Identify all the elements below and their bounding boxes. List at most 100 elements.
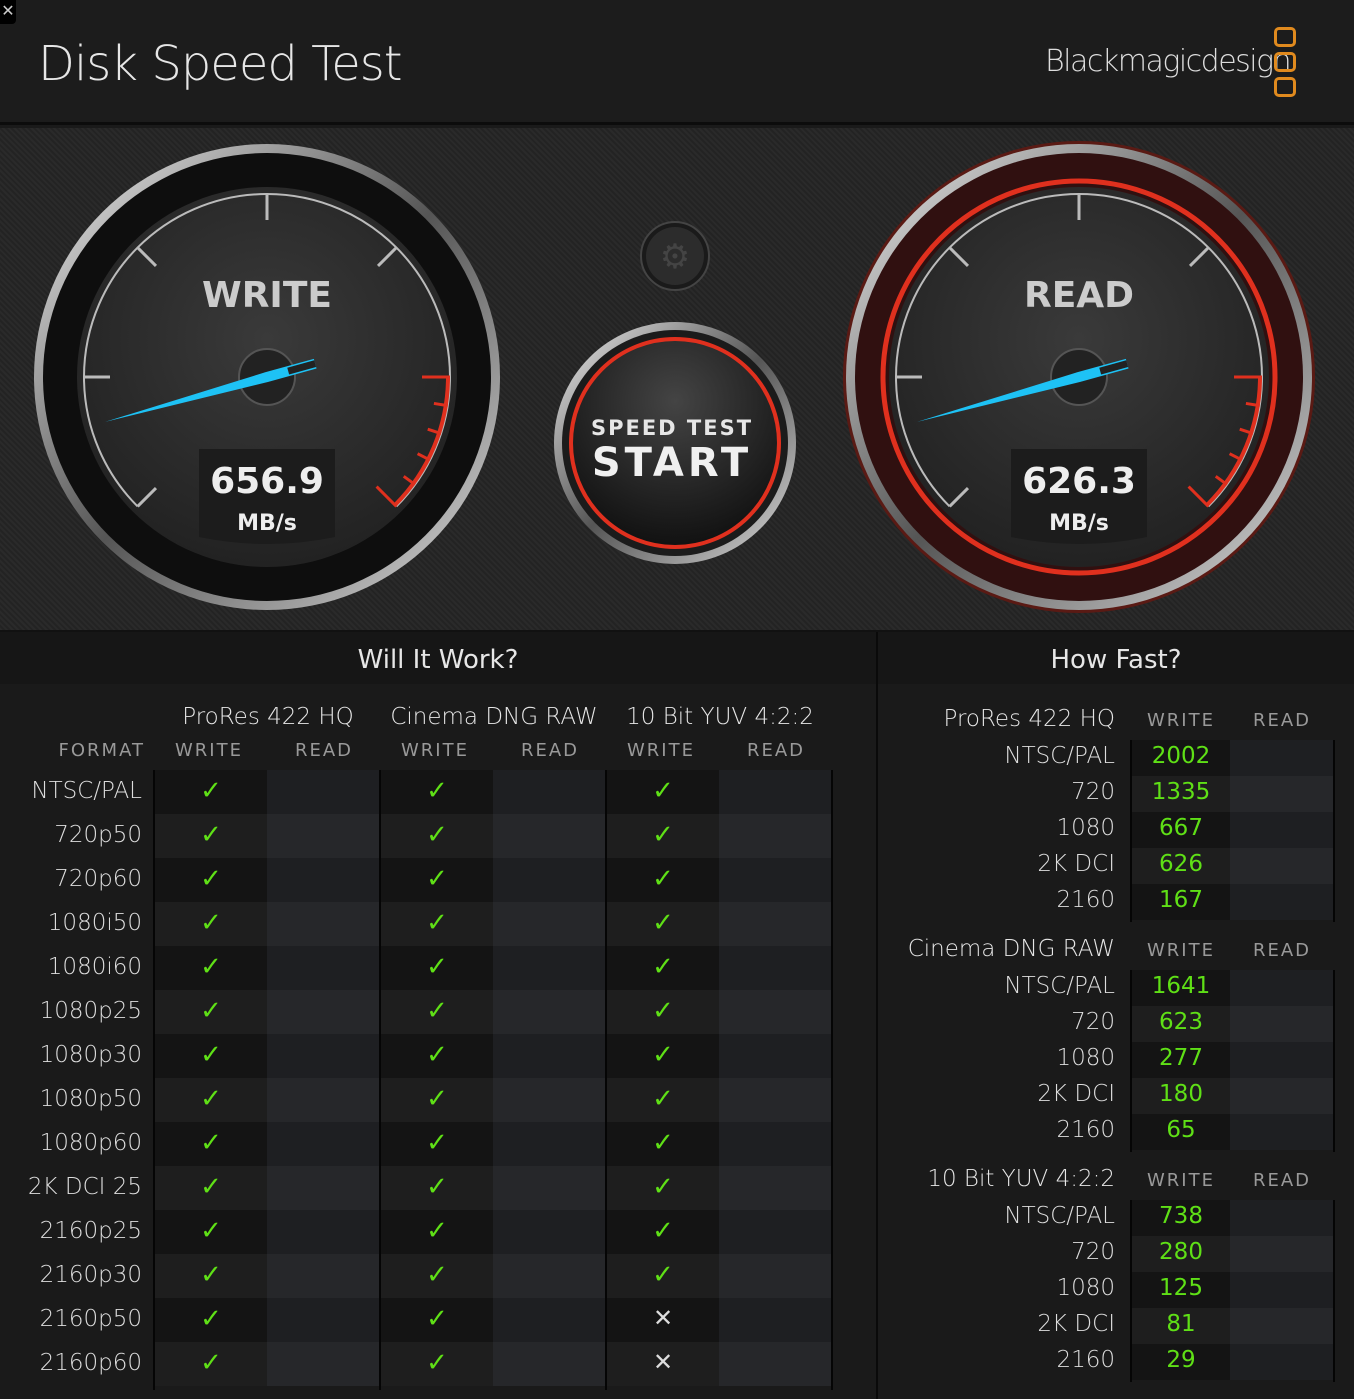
readout-box: [199, 449, 335, 544]
format-name: 720: [1071, 1009, 1115, 1035]
fps-value: 2002: [1151, 743, 1211, 769]
fps-value: 167: [1159, 887, 1203, 913]
write-cell: [155, 1034, 267, 1078]
read-cell: [1230, 1114, 1333, 1150]
gauges-svg: WRITE 656.9 MB/s READ 626.3 MB/s ⚙ SPEED TES…: [34, 141, 1315, 613]
read-cell: [493, 1122, 605, 1166]
check-icon: ✓: [426, 1084, 448, 1114]
gauge-tick: [136, 486, 158, 508]
table-row: NTSC/PAL ✓ ✓ ✓: [0, 770, 876, 814]
gauge-tick: [948, 246, 970, 268]
format-name: 1080i50: [47, 910, 142, 936]
read-cell: [267, 990, 379, 1034]
write-cell: [155, 902, 267, 946]
table-row: 1080i50 ✓ ✓ ✓: [0, 902, 876, 946]
format-name: 2160: [1056, 1347, 1115, 1373]
column-divider: [1333, 1200, 1335, 1382]
table-row: 720 1335: [878, 776, 1354, 812]
read-cell: [1230, 1042, 1333, 1078]
brand-logo-text: Blackmagicdesign: [1045, 44, 1292, 79]
codec-group-header: 10 Bit YUV 4:2:2: [626, 704, 814, 730]
close-icon[interactable]: ✕: [0, 0, 16, 24]
write-cell: [155, 814, 267, 858]
write-cell: [381, 946, 493, 990]
fps-value: 29: [1166, 1347, 1196, 1373]
check-icon: ✓: [200, 820, 222, 850]
red-zone-tick: [433, 401, 448, 408]
how-fast-panel: How Fast? ProRes 422 HQ WRITE READ NTSC/PAL…: [878, 632, 1354, 1399]
write-cell: [381, 1254, 493, 1298]
write-cell: [1132, 1272, 1230, 1308]
read-cell: [267, 814, 379, 858]
write-cell: [381, 990, 493, 1034]
write-cell: [155, 1078, 267, 1122]
write-cell: [1132, 1006, 1230, 1042]
table-row: 1080 125: [878, 1272, 1354, 1308]
check-icon: ✓: [200, 1216, 222, 1246]
check-icon: ✓: [200, 1260, 222, 1290]
read-cell: [493, 1166, 605, 1210]
check-icon: ✓: [200, 1040, 222, 1070]
write-cell: [1132, 1236, 1230, 1272]
format-header: FORMAT: [58, 740, 145, 761]
read-cell: [1230, 970, 1333, 1006]
check-icon: ✓: [652, 1172, 674, 1202]
read-cell: [267, 902, 379, 946]
start-button[interactable]: SPEED TEST START: [554, 322, 796, 564]
format-name: 1080p60: [39, 1130, 142, 1156]
write-cell: [155, 1166, 267, 1210]
active-ring: [880, 178, 1278, 576]
read-cell: [719, 990, 831, 1034]
check-icon: ✓: [426, 820, 448, 850]
app-title: Disk Speed Test: [38, 36, 403, 92]
read-cell: [267, 1078, 379, 1122]
write-cell: [381, 1078, 493, 1122]
write-cell: [1132, 1308, 1230, 1344]
check-icon: ✓: [426, 952, 448, 982]
fps-value: 623: [1159, 1009, 1203, 1035]
read-cell: [1230, 1078, 1333, 1114]
gauge-tick: [136, 246, 158, 268]
check-icon: ✓: [426, 1304, 448, 1334]
fps-value: 277: [1159, 1045, 1203, 1071]
fps-value: 65: [1166, 1117, 1196, 1143]
write-cell: [155, 1122, 267, 1166]
blackmagic-logo-icon: [1274, 27, 1298, 102]
table-row: 2160 29: [878, 1344, 1354, 1380]
write-gauge: WRITE 656.9 MB/s: [34, 144, 500, 610]
check-icon: ✓: [200, 952, 222, 982]
column-divider: [1130, 970, 1132, 1152]
write-cell: [607, 946, 719, 990]
start-line1: SPEED TEST: [591, 416, 753, 440]
table-row: 1080p25 ✓ ✓ ✓: [0, 990, 876, 1034]
gauge-label: READ: [1024, 275, 1134, 316]
speed-value: 656.9: [210, 461, 324, 502]
check-icon: ✓: [426, 864, 448, 894]
table-row: NTSC/PAL 2002: [878, 740, 1354, 776]
check-icon: ✓: [200, 776, 222, 806]
format-name: 720p60: [54, 866, 142, 892]
read-cell: [1230, 1308, 1333, 1344]
write-cell: [607, 858, 719, 902]
table-row: 2160p60 ✓ ✓ ✕: [0, 1342, 876, 1386]
codec-section-title: ProRes 422 HQ: [943, 706, 1116, 732]
red-zone-tick: [1214, 475, 1228, 486]
write-cell: [1132, 812, 1230, 848]
format-name: 2160p60: [39, 1350, 142, 1376]
table-row: 2160p30 ✓ ✓ ✓: [0, 1254, 876, 1298]
fps-value: 81: [1166, 1311, 1196, 1337]
format-name: NTSC/PAL: [1004, 1203, 1115, 1229]
write-cell: [607, 1254, 719, 1298]
read-column-header: READ: [1252, 1170, 1312, 1191]
write-column-header: WRITE: [1147, 710, 1215, 731]
write-cell: [1132, 970, 1230, 1006]
check-icon: ✓: [652, 1216, 674, 1246]
read-cell: [719, 770, 831, 814]
write-cell: [1132, 848, 1230, 884]
fps-value: 667: [1159, 815, 1203, 841]
table-row: 1080p30 ✓ ✓ ✓: [0, 1034, 876, 1078]
results-area: Will It Work? FORMAT ProRes 422 HQ WRITE RE…: [0, 632, 1354, 1399]
write-cell: [381, 858, 493, 902]
settings-button[interactable]: ⚙: [640, 221, 710, 291]
read-cell: [719, 1034, 831, 1078]
